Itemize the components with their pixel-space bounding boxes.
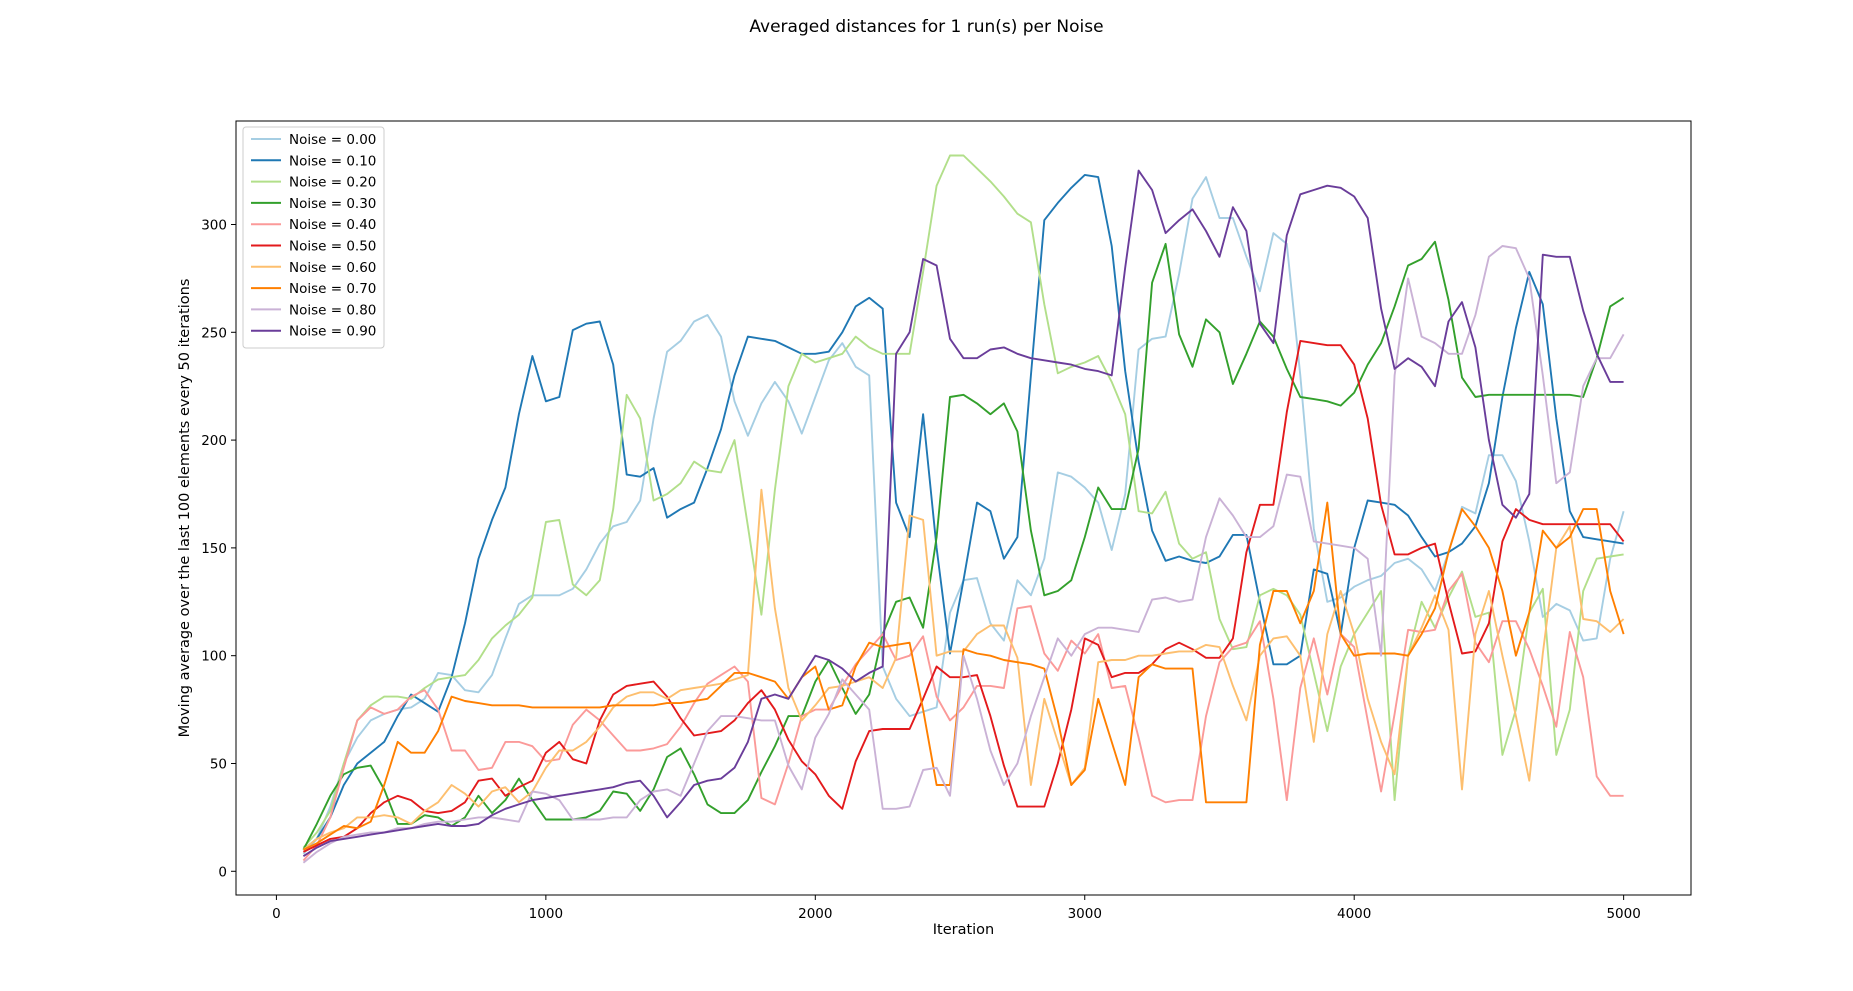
x-tick-label: 1000 xyxy=(529,906,563,922)
y-tick-label: 200 xyxy=(201,433,227,449)
series-line-2 xyxy=(302,154,1624,849)
legend-entry-label: Noise = 0.80 xyxy=(289,302,376,318)
x-tick-label: 5000 xyxy=(1606,906,1640,922)
series-line-5 xyxy=(302,339,1625,853)
x-axis-label: Iteration xyxy=(933,922,995,938)
y-tick-label: 100 xyxy=(201,649,227,665)
series-line-0 xyxy=(302,176,1625,855)
legend-entry-label: Noise = 0.90 xyxy=(289,324,376,340)
legend: Noise = 0.00 Noise = 0.10 Noise = 0.20 Nois… xyxy=(242,126,385,349)
x-tick-label: 2000 xyxy=(798,906,832,922)
y-tick-label: 150 xyxy=(201,541,227,557)
legend-entry-label: Noise = 0.00 xyxy=(289,132,376,148)
series-line-8 xyxy=(302,245,1625,864)
y-axis-label: Moving average over the last 100 element… xyxy=(177,279,193,738)
legend-entry-label: Noise = 0.40 xyxy=(289,217,376,233)
chart-title: Averaged distances for 1 run(s) per Nois… xyxy=(749,17,1103,37)
y-axis-ticks: 0 50 100 150 200 250 300 xyxy=(201,217,236,880)
legend-entry-label: Noise = 0.20 xyxy=(289,175,376,191)
x-tick-label: 0 xyxy=(272,906,281,922)
series-line-1 xyxy=(302,173,1624,851)
y-tick-label: 300 xyxy=(201,217,227,233)
legend-entry-label: Noise = 0.70 xyxy=(289,281,376,297)
series-lines xyxy=(302,154,1625,864)
y-tick-label: 250 xyxy=(201,325,227,341)
legend-entry-label: Noise = 0.10 xyxy=(289,153,376,169)
x-tick-label: 3000 xyxy=(1068,906,1102,922)
legend-entry-label: Noise = 0.50 xyxy=(289,239,376,255)
plot-area xyxy=(235,120,1692,896)
series-line-4 xyxy=(302,572,1624,862)
y-tick-label: 0 xyxy=(218,864,227,880)
x-axis-ticks: 0 1000 2000 3000 4000 5000 xyxy=(272,895,1641,922)
legend-entry-label: Noise = 0.60 xyxy=(289,260,376,276)
series-line-9 xyxy=(302,169,1624,857)
legend-entry-label: Noise = 0.30 xyxy=(289,196,376,212)
x-tick-label: 4000 xyxy=(1337,906,1371,922)
series-line-7 xyxy=(302,501,1625,851)
y-tick-label: 50 xyxy=(210,756,227,772)
